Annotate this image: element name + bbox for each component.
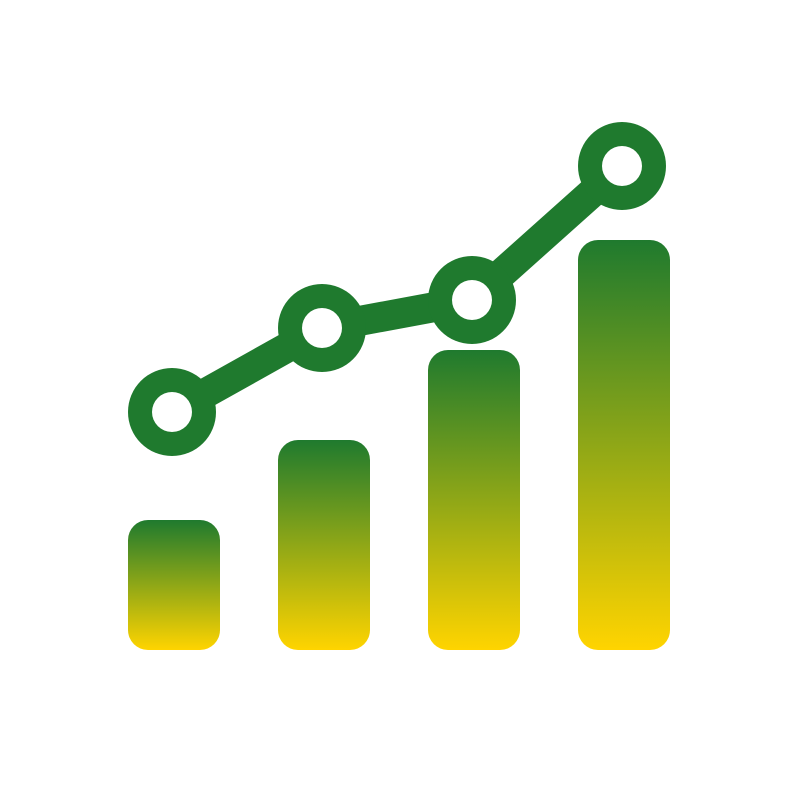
point-inner-2	[302, 308, 342, 348]
bar-4	[578, 240, 670, 650]
bar-3	[428, 350, 520, 650]
point-outer-3	[428, 256, 516, 344]
bar-2	[278, 440, 370, 650]
point-inner-1	[152, 392, 192, 432]
point-outer-4	[578, 122, 666, 210]
point-outer-1	[128, 368, 216, 456]
bars-group	[128, 240, 670, 650]
point-inner-3	[452, 280, 492, 320]
trend-line	[197, 185, 600, 398]
line-segment-1	[197, 342, 296, 398]
growth-chart-icon	[0, 0, 800, 800]
line-segment-3	[494, 185, 601, 280]
bar-1	[128, 520, 220, 650]
trend-points	[128, 122, 666, 456]
chart-svg	[0, 0, 800, 800]
point-inner-4	[602, 146, 642, 186]
line-segment-2	[351, 305, 444, 322]
point-outer-2	[278, 284, 366, 372]
